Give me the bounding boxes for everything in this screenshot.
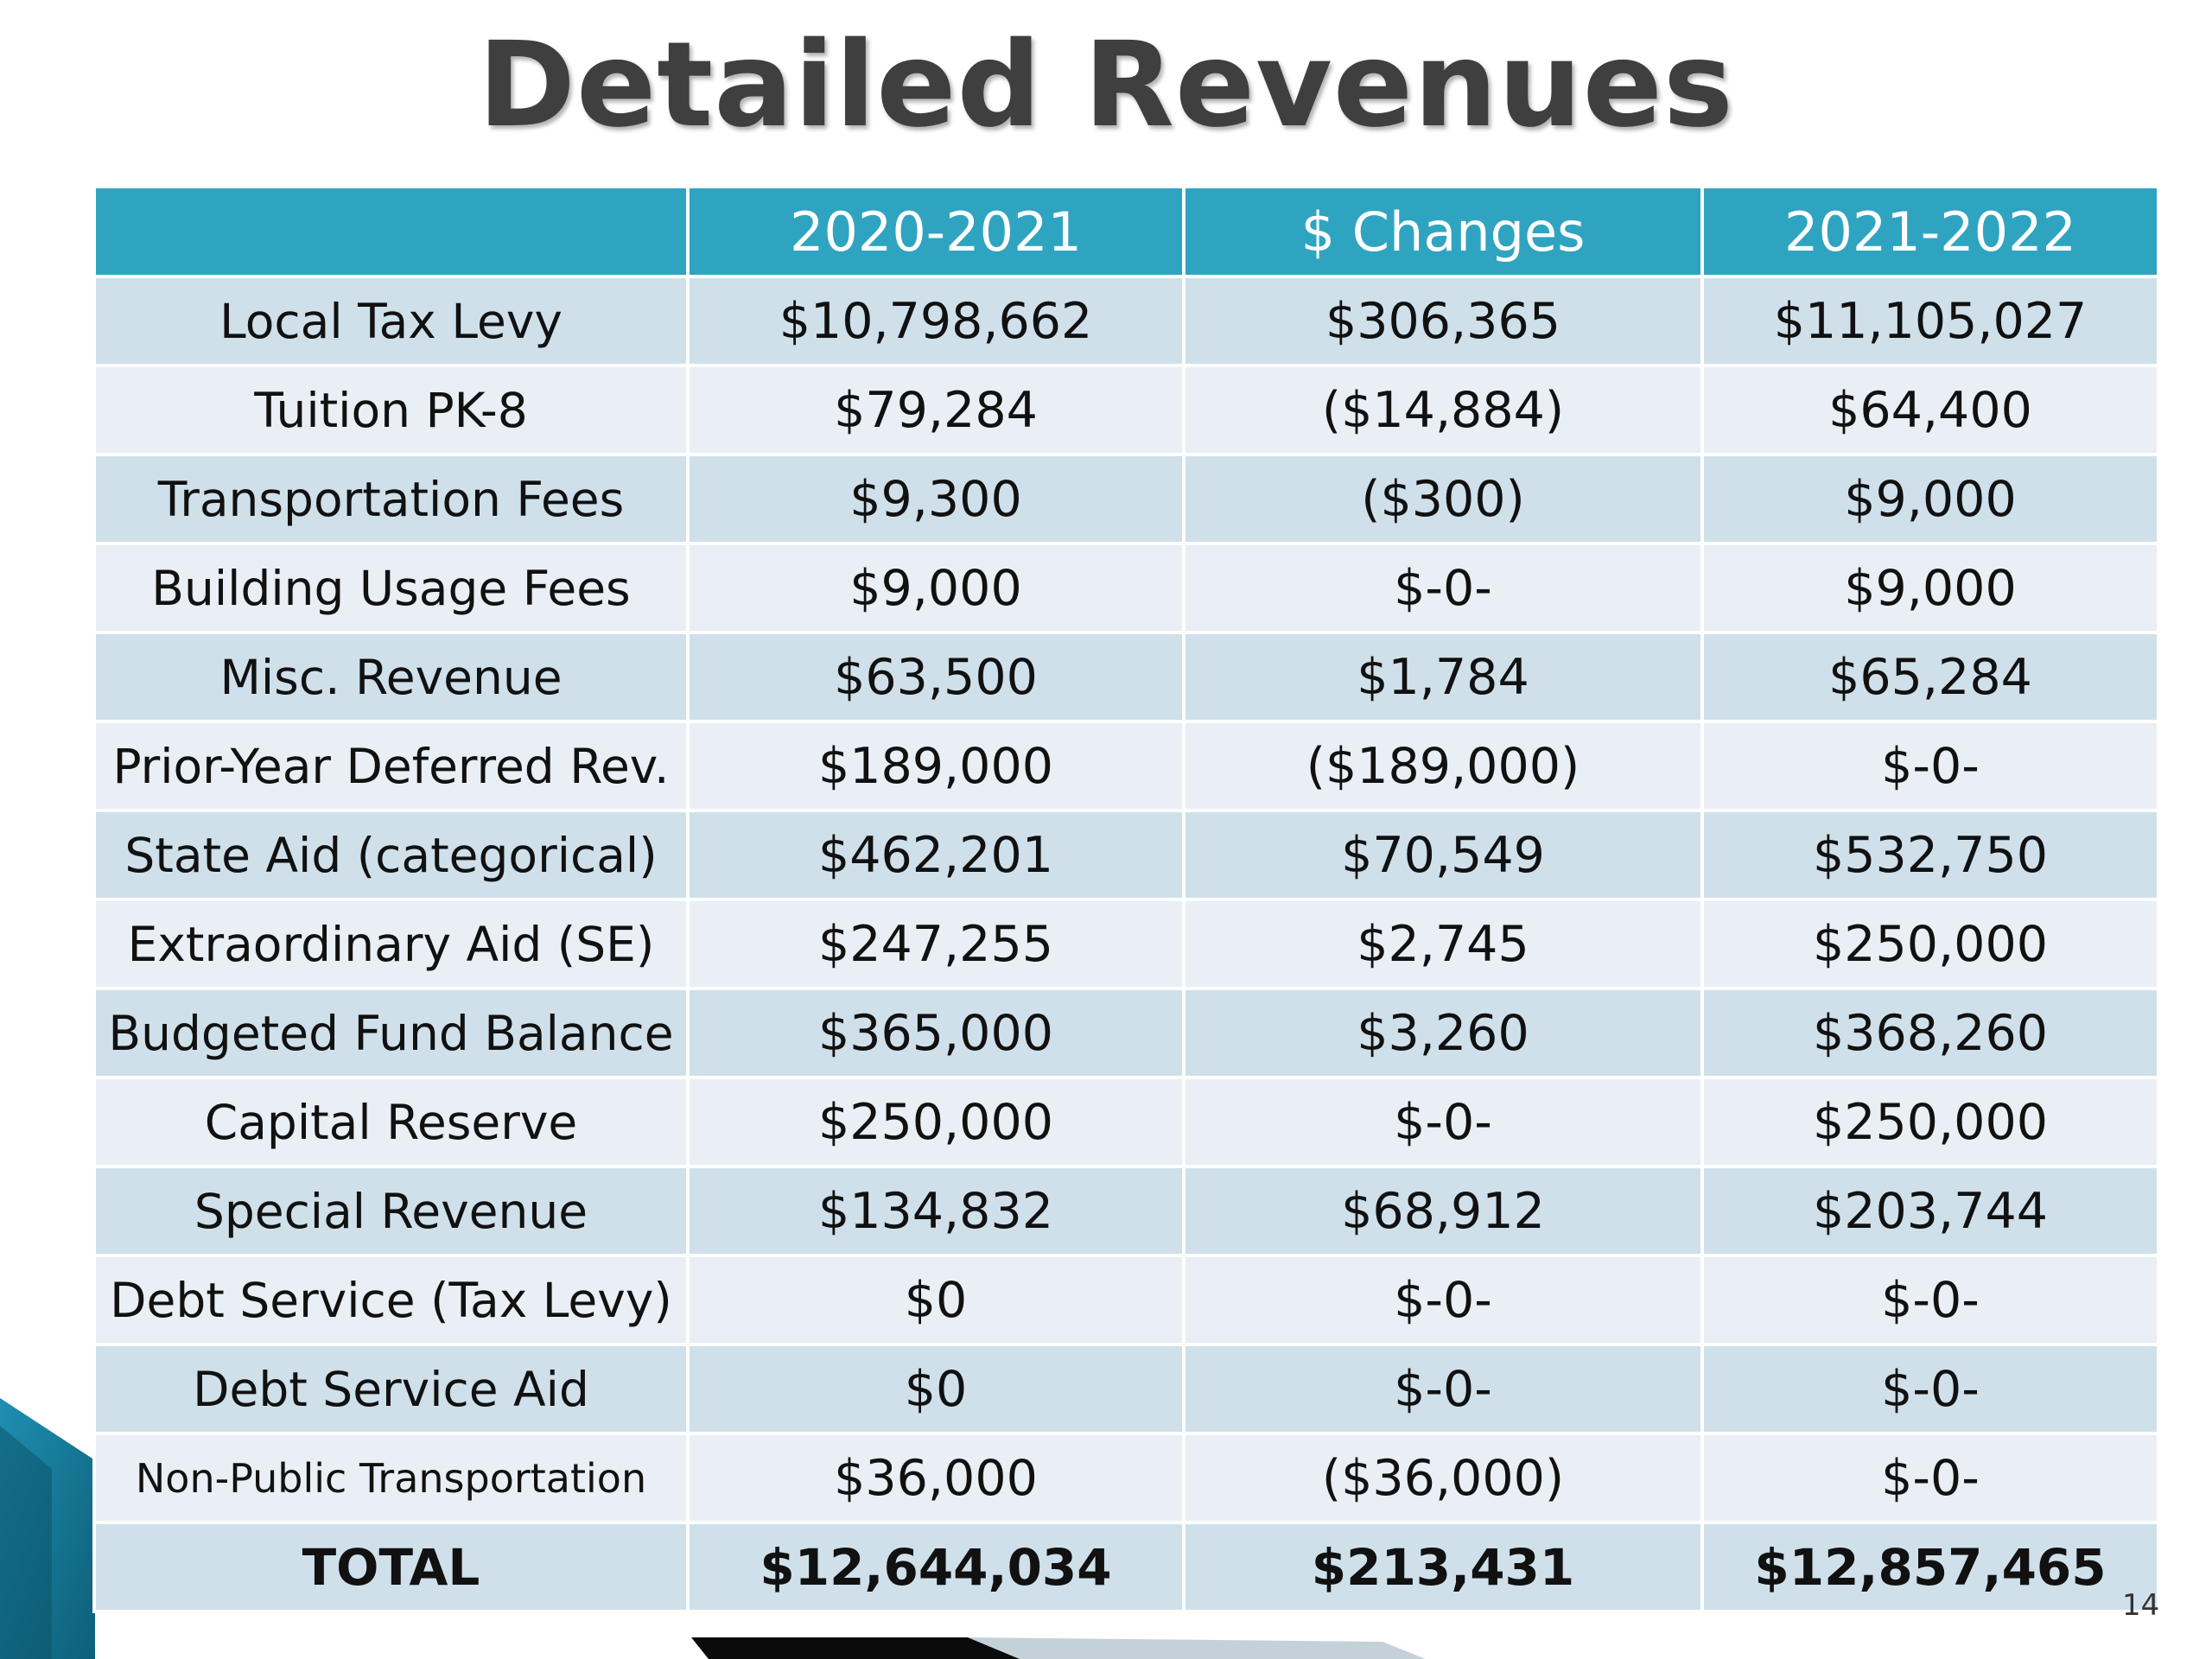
cell-2021-2022: $11,105,027 bbox=[1700, 275, 2160, 367]
row-label: Non-Public Transportation bbox=[92, 1432, 690, 1524]
cell-2020-2021: $36,000 bbox=[686, 1432, 1185, 1524]
cell-2021-2022: $368,260 bbox=[1700, 987, 2160, 1079]
row-label: State Aid (categorical) bbox=[92, 809, 690, 901]
cell-change: $2,745 bbox=[1182, 898, 1704, 990]
cell-2020-2021: $0 bbox=[686, 1254, 1185, 1346]
table-row: Misc. Revenue $63,500 $1,784 $65,284 bbox=[92, 631, 2160, 723]
cell-2021-2022: $-0- bbox=[1700, 720, 2160, 812]
table-total-row: TOTAL $12,644,034 $213,431 $12,857,465 bbox=[92, 1521, 2160, 1613]
cell-2021-2022: $250,000 bbox=[1700, 898, 2160, 990]
slide-title: Detailed Revenues bbox=[478, 17, 1734, 154]
cell-change: ($189,000) bbox=[1182, 720, 1704, 812]
table-header-row: 2020-2021 $ Changes 2021-2022 bbox=[92, 185, 2160, 278]
table-row: Building Usage Fees $9,000 $-0- $9,000 bbox=[92, 542, 2160, 634]
cell-change: ($36,000) bbox=[1182, 1432, 1704, 1524]
cell-change: $-0- bbox=[1182, 1076, 1704, 1168]
cell-2020-2021: $9,000 bbox=[686, 542, 1185, 634]
table-row: State Aid (categorical) $462,201 $70,549… bbox=[92, 809, 2160, 901]
cell-2020-2021: $79,284 bbox=[686, 364, 1185, 456]
cell-2020-2021: $250,000 bbox=[686, 1076, 1185, 1168]
total-change: $213,431 bbox=[1182, 1521, 1704, 1613]
row-label: Misc. Revenue bbox=[92, 631, 690, 723]
cell-2021-2022: $-0- bbox=[1700, 1432, 2160, 1524]
cell-2020-2021: $189,000 bbox=[686, 720, 1185, 812]
cell-2021-2022: $250,000 bbox=[1700, 1076, 2160, 1168]
cell-2020-2021: $10,798,662 bbox=[686, 275, 1185, 367]
total-2021-2022: $12,857,465 bbox=[1700, 1521, 2160, 1613]
cell-change: $-0- bbox=[1182, 542, 1704, 634]
cell-change: ($300) bbox=[1182, 453, 1704, 545]
header-2020-2021: 2020-2021 bbox=[686, 185, 1185, 278]
row-label: Transportation Fees bbox=[92, 453, 690, 545]
cell-2020-2021: $9,300 bbox=[686, 453, 1185, 545]
table-row: Transportation Fees $9,300 ($300) $9,000 bbox=[92, 453, 2160, 545]
row-label: Extraordinary Aid (SE) bbox=[92, 898, 690, 990]
cell-2021-2022: $9,000 bbox=[1700, 542, 2160, 634]
cell-change: ($14,884) bbox=[1182, 364, 1704, 456]
table-row: Prior-Year Deferred Rev. $189,000 ($189,… bbox=[92, 720, 2160, 812]
row-label: Debt Service (Tax Levy) bbox=[92, 1254, 690, 1346]
cell-2020-2021: $134,832 bbox=[686, 1165, 1185, 1257]
page-number: 14 bbox=[2122, 1588, 2160, 1623]
revenue-table: 2020-2021 $ Changes 2021-2022 Local Tax … bbox=[92, 185, 2160, 1613]
cell-change: $-0- bbox=[1182, 1254, 1704, 1346]
table-row: Extraordinary Aid (SE) $247,255 $2,745 $… bbox=[92, 898, 2160, 990]
cell-2021-2022: $532,750 bbox=[1700, 809, 2160, 901]
cell-2020-2021: $63,500 bbox=[686, 631, 1185, 723]
cell-change: $3,260 bbox=[1182, 987, 1704, 1079]
table-row: Debt Service (Tax Levy) $0 $-0- $-0- bbox=[92, 1254, 2160, 1346]
header-label-column bbox=[92, 185, 690, 278]
header-changes: $ Changes bbox=[1182, 185, 1704, 278]
row-label: Budgeted Fund Balance bbox=[92, 987, 690, 1079]
cell-change: $68,912 bbox=[1182, 1165, 1704, 1257]
row-label: Special Revenue bbox=[92, 1165, 690, 1257]
cell-change: $306,365 bbox=[1182, 275, 1704, 367]
cell-2021-2022: $64,400 bbox=[1700, 364, 2160, 456]
total-2020-2021: $12,644,034 bbox=[686, 1521, 1185, 1613]
table-row: Capital Reserve $250,000 $-0- $250,000 bbox=[92, 1076, 2160, 1168]
cell-change: $1,784 bbox=[1182, 631, 1704, 723]
row-label: Building Usage Fees bbox=[92, 542, 690, 634]
row-label: Local Tax Levy bbox=[92, 275, 690, 367]
total-label: TOTAL bbox=[92, 1521, 690, 1613]
cell-change: $70,549 bbox=[1182, 809, 1704, 901]
cell-2020-2021: $462,201 bbox=[686, 809, 1185, 901]
table-row: Special Revenue $134,832 $68,912 $203,74… bbox=[92, 1165, 2160, 1257]
cell-2020-2021: $365,000 bbox=[686, 987, 1185, 1079]
table-row: Debt Service Aid $0 $-0- $-0- bbox=[92, 1343, 2160, 1435]
row-label: Capital Reserve bbox=[92, 1076, 690, 1168]
row-label: Tuition PK-8 bbox=[92, 364, 690, 456]
cell-2021-2022: $65,284 bbox=[1700, 631, 2160, 723]
cell-2021-2022: $203,744 bbox=[1700, 1165, 2160, 1257]
table-row: Local Tax Levy $10,798,662 $306,365 $11,… bbox=[92, 275, 2160, 367]
table-row: Budgeted Fund Balance $365,000 $3,260 $3… bbox=[92, 987, 2160, 1079]
cell-change: $-0- bbox=[1182, 1343, 1704, 1435]
row-label: Prior-Year Deferred Rev. bbox=[92, 720, 690, 812]
cell-2021-2022: $-0- bbox=[1700, 1343, 2160, 1435]
cell-2021-2022: $-0- bbox=[1700, 1254, 2160, 1346]
header-2021-2022: 2021-2022 bbox=[1700, 185, 2160, 278]
cell-2021-2022: $9,000 bbox=[1700, 453, 2160, 545]
row-label: Debt Service Aid bbox=[92, 1343, 690, 1435]
table-row: Non-Public Transportation $36,000 ($36,0… bbox=[92, 1432, 2160, 1524]
cell-2020-2021: $0 bbox=[686, 1343, 1185, 1435]
table-row: Tuition PK-8 $79,284 ($14,884) $64,400 bbox=[92, 364, 2160, 456]
cell-2020-2021: $247,255 bbox=[686, 898, 1185, 990]
